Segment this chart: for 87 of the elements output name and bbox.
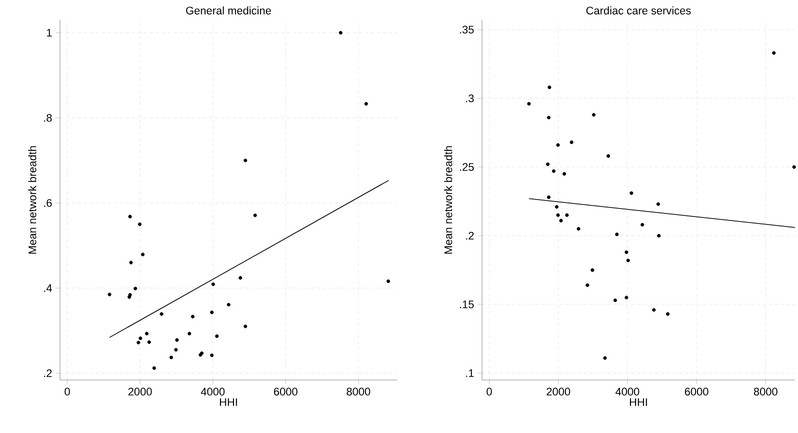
chart-title: General medicine bbox=[186, 6, 271, 14]
y-axis-title: Mean network breadth bbox=[28, 146, 36, 254]
point bbox=[590, 268, 594, 272]
point bbox=[527, 102, 531, 106]
y-tick-label: .1 bbox=[466, 369, 474, 377]
point bbox=[144, 332, 149, 336]
point bbox=[338, 30, 342, 35]
point bbox=[211, 282, 215, 286]
point bbox=[630, 191, 634, 195]
point bbox=[546, 116, 551, 120]
point bbox=[592, 113, 596, 117]
point bbox=[244, 324, 248, 328]
point bbox=[169, 356, 174, 360]
point bbox=[666, 312, 670, 316]
point bbox=[565, 213, 569, 217]
x-tick-label: 6000 bbox=[274, 388, 298, 396]
point bbox=[556, 213, 560, 217]
point bbox=[147, 340, 151, 344]
point bbox=[140, 252, 145, 256]
point bbox=[386, 279, 390, 284]
point bbox=[552, 169, 556, 173]
point bbox=[174, 348, 178, 352]
x-tick-label: 4000 bbox=[200, 388, 225, 396]
point bbox=[624, 296, 628, 300]
y-tick-label: .2 bbox=[466, 232, 474, 240]
point bbox=[562, 172, 566, 176]
point bbox=[364, 102, 368, 106]
point bbox=[136, 340, 140, 344]
point bbox=[128, 214, 132, 218]
point bbox=[576, 227, 580, 231]
x-axis-title: HHI bbox=[630, 398, 647, 406]
point bbox=[606, 154, 610, 158]
chart-title: Cardiac care services bbox=[586, 6, 691, 14]
x-tick-label: 2000 bbox=[546, 388, 570, 396]
x-tick-label: 0 bbox=[486, 388, 492, 396]
point bbox=[554, 205, 558, 209]
y-tick-label: .3 bbox=[466, 94, 474, 102]
point bbox=[570, 140, 574, 144]
point bbox=[160, 312, 164, 316]
y-tick-label: 1 bbox=[46, 28, 52, 37]
point bbox=[559, 218, 563, 222]
point bbox=[210, 310, 214, 314]
point bbox=[652, 308, 656, 312]
point bbox=[615, 232, 619, 236]
point bbox=[626, 258, 630, 262]
point bbox=[546, 162, 550, 166]
y-tick-label: .25 bbox=[460, 163, 474, 171]
point bbox=[238, 276, 242, 280]
point bbox=[640, 222, 644, 227]
y-tick-label: .4 bbox=[44, 284, 52, 292]
y-axis-title: Mean network breadth bbox=[444, 146, 452, 254]
point bbox=[603, 356, 607, 360]
point bbox=[129, 260, 133, 264]
point bbox=[546, 195, 551, 200]
point bbox=[253, 214, 257, 218]
point bbox=[772, 51, 776, 55]
y-tick-label: .15 bbox=[460, 300, 474, 308]
x-tick-label: 8000 bbox=[754, 388, 778, 396]
point bbox=[215, 334, 219, 338]
point bbox=[548, 86, 552, 90]
point bbox=[210, 354, 214, 358]
point bbox=[226, 302, 230, 306]
x-axis-title: HHI bbox=[220, 398, 237, 406]
point bbox=[152, 366, 156, 370]
point bbox=[108, 292, 112, 296]
point bbox=[175, 338, 179, 342]
x-tick-label: 4000 bbox=[616, 388, 640, 396]
y-tick-label: .6 bbox=[44, 199, 52, 207]
point bbox=[624, 250, 628, 254]
point bbox=[556, 143, 560, 147]
point bbox=[657, 234, 661, 238]
y-tick-label: .8 bbox=[44, 114, 52, 122]
point bbox=[586, 283, 590, 287]
point bbox=[138, 222, 142, 226]
point bbox=[613, 298, 618, 302]
y-tick-label: .2 bbox=[44, 369, 52, 378]
y-tick-label: .35 bbox=[460, 26, 474, 34]
point bbox=[134, 286, 138, 290]
x-tick-label: 2000 bbox=[128, 388, 152, 396]
point bbox=[190, 314, 195, 318]
point bbox=[138, 336, 142, 340]
point bbox=[244, 158, 248, 162]
x-tick-label: 8000 bbox=[346, 388, 370, 396]
x-tick-label: 0 bbox=[64, 388, 70, 396]
point bbox=[188, 332, 192, 336]
x-tick-label: 6000 bbox=[684, 388, 708, 396]
point bbox=[656, 202, 660, 206]
